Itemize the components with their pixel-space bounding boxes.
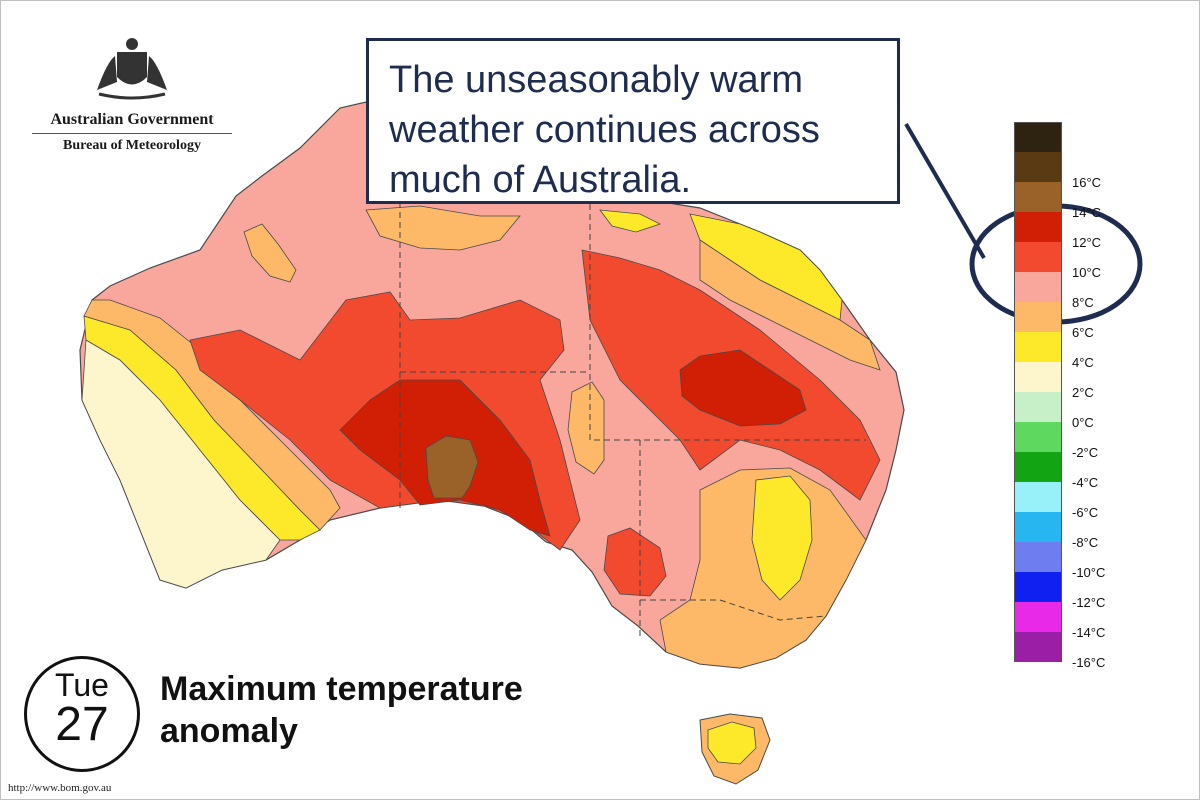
legend-swatch (1014, 602, 1062, 632)
legend-swatch (1014, 572, 1062, 602)
legend-swatch (1014, 632, 1062, 662)
north-orange-patch (365, 205, 521, 251)
logo-divider (32, 133, 232, 134)
legend-swatch (1014, 302, 1062, 332)
legend-swatch (1014, 512, 1062, 542)
southeast-yellow-zone (751, 475, 813, 601)
legend-label: -8°C (1072, 535, 1099, 550)
legend-swatch (1014, 422, 1062, 452)
central-core-zone (425, 435, 479, 499)
map-title: Maximum temperature anomaly (160, 668, 523, 752)
callout-box: The unseasonably warm weather continues … (366, 38, 900, 204)
state-border-vic (640, 599, 827, 621)
legend-label: 6°C (1072, 325, 1094, 340)
legend-swatch (1014, 482, 1062, 512)
coat-of-arms-icon (97, 38, 167, 100)
legend-label: -12°C (1072, 595, 1106, 610)
south-hot-spot (603, 527, 667, 597)
legend-label: 8°C (1072, 295, 1094, 310)
government-logo: Australian Government Bureau of Meteorol… (22, 32, 242, 154)
legend-label: -10°C (1072, 565, 1106, 580)
legend-label: -6°C (1072, 505, 1099, 520)
cape-york-yellow-patch (599, 209, 662, 233)
legend-label: -16°C (1072, 655, 1106, 670)
legend-label: -14°C (1072, 625, 1106, 640)
kimberley-orange-patch (243, 223, 297, 283)
legend-label: 10°C (1072, 265, 1102, 280)
callout-connector-line (904, 122, 986, 260)
map-title-line-1: Maximum temperature (160, 670, 523, 708)
east-coast-orange-band (699, 239, 881, 371)
northeast-extreme-zone (679, 349, 807, 427)
legend-label: 12°C (1072, 235, 1102, 250)
legend-label: -2°C (1072, 445, 1099, 460)
legend-swatch (1014, 362, 1062, 392)
legend-swatch (1014, 542, 1062, 572)
map-title-line-2: anomaly (160, 712, 298, 750)
tasmania-yellow-zone (707, 721, 757, 765)
legend-label: 2°C (1072, 385, 1094, 400)
legend-label: 0°C (1072, 415, 1094, 430)
government-name: Australian Government (50, 111, 214, 128)
legend-swatch (1014, 152, 1062, 182)
inland-orange-patch (567, 381, 605, 475)
callout-text: The unseasonably warm weather continues … (389, 59, 820, 201)
legend-swatch (1014, 332, 1062, 362)
state-border-qld (589, 184, 866, 441)
legend-swatch (1014, 272, 1062, 302)
source-url: http://www.bom.gov.au (8, 782, 112, 794)
legend-label: 16°C (1072, 175, 1102, 190)
legend-swatch (1014, 182, 1062, 212)
bureau-name: Bureau of Meteorology (63, 138, 201, 153)
date-day: Tue (55, 667, 109, 703)
legend-label: 4°C (1072, 355, 1094, 370)
legend-label: 14°C (1072, 205, 1102, 220)
legend-swatch (1014, 122, 1062, 152)
date-number: 27 (55, 698, 109, 751)
legend-label: -4°C (1072, 475, 1099, 490)
legend-swatch (1014, 242, 1062, 272)
legend-swatch (1014, 452, 1062, 482)
legend-swatch (1014, 212, 1062, 242)
legend-swatch (1014, 392, 1062, 422)
date-badge: Tue 27 (24, 656, 140, 772)
